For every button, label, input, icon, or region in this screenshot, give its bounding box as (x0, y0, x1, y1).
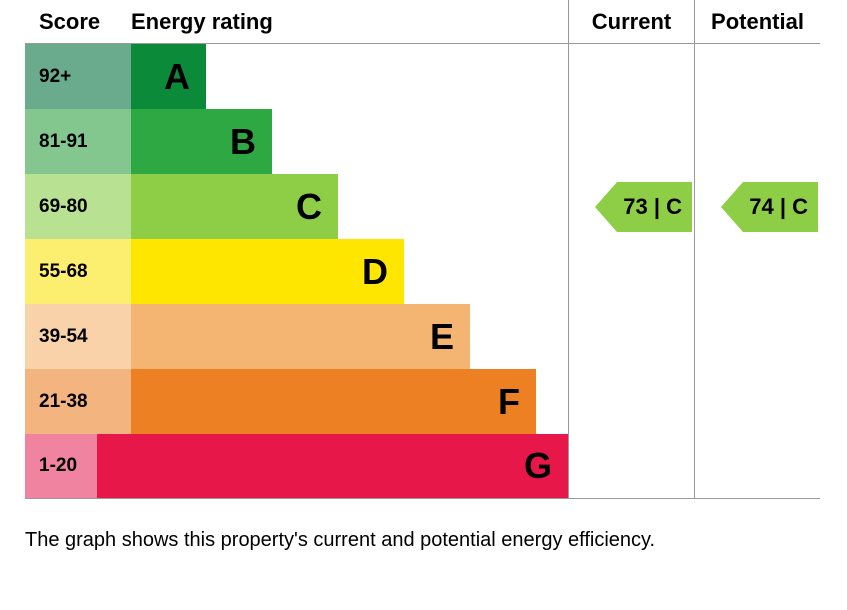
rating-bar: C (131, 174, 338, 239)
side-columns (568, 44, 820, 109)
score-cell: 1-20 (25, 434, 97, 498)
epc-chart-container: Score Energy rating Current Potential 92… (0, 0, 847, 552)
rating-bar: E (131, 304, 470, 369)
rating-bar: F (131, 369, 536, 434)
rating-row: 39-54E (25, 304, 820, 369)
rating-row: 1-20G (25, 434, 820, 499)
rating-bar: D (131, 239, 404, 304)
rating-row: 69-80C 73 | C 74 | C (25, 174, 820, 239)
current-col-cell (568, 434, 694, 498)
current-tag: 73 | C (595, 182, 692, 232)
rating-row: 55-68D (25, 239, 820, 304)
header-row: Score Energy rating Current Potential (25, 0, 820, 44)
rating-row: 21-38F (25, 369, 820, 434)
bar-cell: E (131, 304, 568, 369)
potential-col-cell (694, 434, 820, 498)
current-col-cell (568, 369, 694, 434)
potential-col-cell (694, 109, 820, 174)
potential-col-cell (694, 239, 820, 304)
potential-tag-label: 74 | C (743, 182, 818, 232)
score-cell: 39-54 (25, 304, 131, 369)
header-potential: Potential (694, 0, 820, 43)
header-current: Current (568, 0, 694, 43)
rating-rows: 92+A81-91B69-80C 73 | C 74 | C 55-68D39-54E… (25, 44, 820, 499)
score-cell: 55-68 (25, 239, 131, 304)
score-cell: 92+ (25, 44, 131, 109)
side-columns (568, 304, 820, 369)
potential-col-cell (694, 44, 820, 109)
side-columns (568, 109, 820, 174)
arrow-point-icon (595, 182, 617, 232)
bar-cell: F (131, 369, 568, 434)
current-col-cell (568, 44, 694, 109)
side-columns (568, 434, 820, 498)
bar-cell: A (131, 44, 568, 109)
arrow-point-icon (721, 182, 743, 232)
bar-cell: B (131, 109, 568, 174)
potential-col-cell (694, 369, 820, 434)
rating-row: 92+A (25, 44, 820, 109)
bar-cell: D (131, 239, 568, 304)
side-columns (568, 369, 820, 434)
score-cell: 81-91 (25, 109, 131, 174)
header-rating: Energy rating (131, 9, 568, 35)
caption-text: The graph shows this property's current … (25, 529, 847, 552)
rating-bar: B (131, 109, 272, 174)
current-col-cell (568, 304, 694, 369)
score-cell: 69-80 (25, 174, 131, 239)
rating-bar: A (131, 44, 206, 109)
bar-cell: G (97, 434, 568, 498)
current-col-cell (568, 239, 694, 304)
potential-col-cell (694, 304, 820, 369)
rating-row: 81-91B (25, 109, 820, 174)
rating-bar: G (97, 434, 568, 498)
header-score: Score (25, 9, 131, 35)
potential-tag: 74 | C (721, 182, 818, 232)
potential-col-cell: 74 | C (694, 174, 820, 239)
epc-chart: Score Energy rating Current Potential 92… (25, 0, 820, 499)
score-cell: 21-38 (25, 369, 131, 434)
current-tag-label: 73 | C (617, 182, 692, 232)
side-columns (568, 239, 820, 304)
current-col-cell: 73 | C (568, 174, 694, 239)
side-columns: 73 | C 74 | C (568, 174, 820, 239)
current-col-cell (568, 109, 694, 174)
bar-cell: C (131, 174, 568, 239)
